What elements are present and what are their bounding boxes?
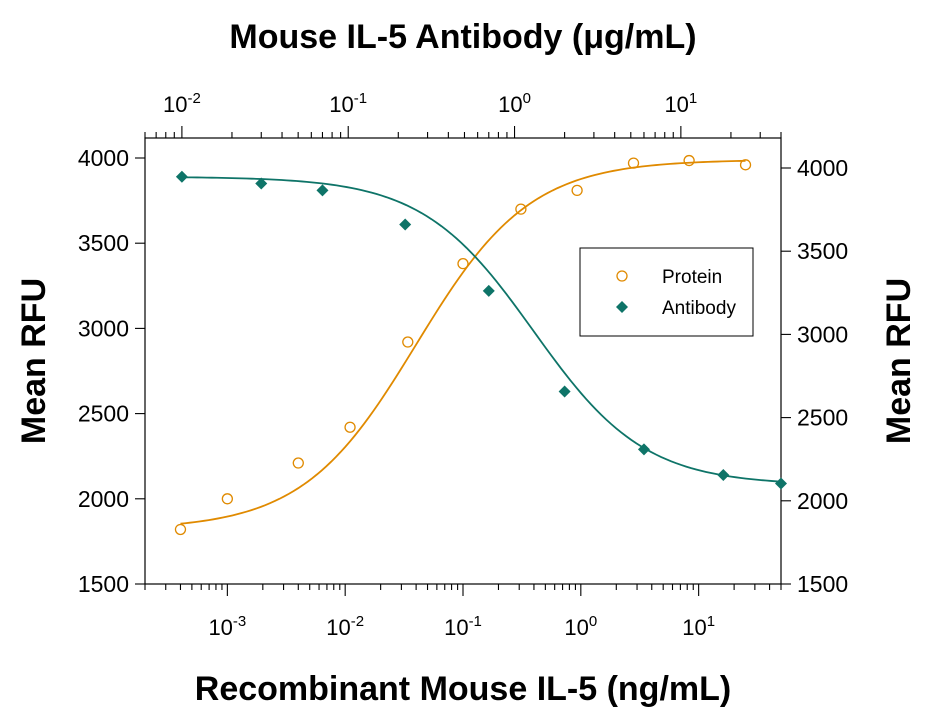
bottom-x-tick-label: 100 [564, 613, 597, 640]
left-y-tick-label: 1500 [78, 571, 129, 597]
top-x-tick-label: 101 [664, 90, 697, 117]
data-point-antibody [399, 218, 412, 231]
data-point-antibody [316, 184, 329, 197]
left-y-tick-label: 3500 [78, 230, 129, 256]
left-y-tick-label: 2500 [78, 401, 129, 427]
data-point-antibody [255, 177, 268, 190]
data-point-antibody [175, 170, 188, 183]
legend-marker-antibody [616, 301, 628, 313]
data-point-protein [515, 203, 527, 215]
legend-label-antibody: Antibody [662, 298, 736, 319]
top-x-tick-label: 100 [498, 90, 531, 117]
right-y-tick-label: 3500 [797, 238, 848, 264]
bottom-x-tick-label: 10-2 [326, 613, 364, 640]
data-point-antibody [637, 443, 650, 456]
legend: Protein Antibody [579, 247, 754, 337]
data-point-antibody [482, 284, 495, 297]
tick-layer [135, 126, 791, 596]
right-y-tick-label: 2000 [797, 488, 848, 514]
right-y-tick-label: 3000 [797, 321, 848, 347]
bottom-axis-title: Recombinant Mouse IL-5 (ng/mL) [195, 670, 731, 708]
data-point-protein [683, 154, 695, 167]
fit-curve-antibody [181, 176, 782, 483]
bottom-x-tick-label: 10-1 [444, 613, 482, 640]
bottom-x-tick-label: 101 [682, 613, 715, 640]
data-point-protein [344, 421, 356, 433]
left-y-tick-label: 4000 [78, 145, 129, 171]
data-point-protein [571, 184, 583, 197]
data-point-protein [739, 159, 752, 171]
right-y-tick-label: 1500 [797, 571, 848, 597]
data-point-protein [174, 523, 187, 536]
data-point-antibody [717, 468, 730, 481]
data-point-protein [627, 157, 640, 169]
data-point-protein [292, 457, 304, 469]
top-x-tick-label: 10-1 [329, 90, 367, 117]
tick-label-layer: 10-3 10-2 10-1 100 101 10-2 10-1 100 101 1500 2000… [78, 90, 848, 640]
bottom-x-tick-label: 10-3 [208, 613, 246, 640]
data-point-antibody [558, 385, 571, 398]
right-axis-title: Mean RFU [880, 278, 918, 444]
data-point-protein [457, 257, 469, 270]
right-y-tick-label: 2500 [797, 405, 848, 431]
data-point-protein [221, 493, 234, 505]
top-x-tick-label: 10-2 [163, 90, 201, 117]
data-point-antibody [775, 477, 787, 490]
data-point-protein [402, 336, 414, 348]
legend-label-protein: Protein [662, 267, 722, 288]
left-y-tick-label: 3000 [78, 315, 129, 341]
left-y-tick-label: 2000 [78, 486, 129, 512]
right-y-tick-label: 4000 [797, 155, 848, 181]
fit-curve-layer [180, 159, 782, 525]
legend-box [579, 247, 754, 337]
top-axis-title: Mouse IL-5 Antibody (μg/mL) [229, 18, 696, 56]
left-axis-title: Mean RFU [15, 278, 53, 444]
data-point-layer [174, 154, 787, 536]
fit-curve-protein [180, 159, 746, 525]
legend-marker-protein [616, 270, 628, 282]
